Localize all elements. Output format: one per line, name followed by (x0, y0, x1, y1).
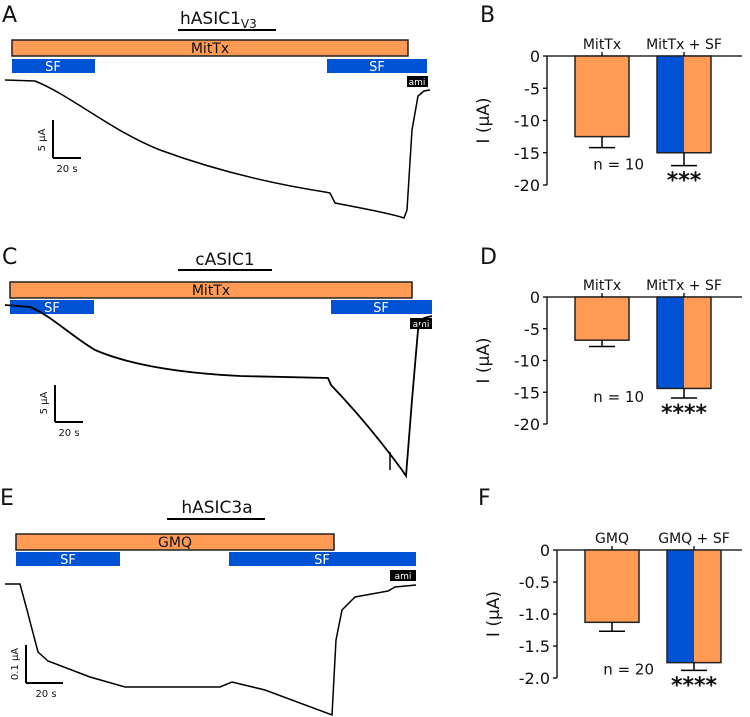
panel-letter: C (2, 245, 17, 270)
bar-sf-half (657, 297, 684, 389)
y-tick-label: -10 (514, 352, 540, 371)
y-tick-label: -10 (514, 112, 540, 131)
agonist-bar (15, 533, 335, 551)
y-tick-label: -15 (514, 144, 540, 163)
y-axis-label: I (µA) (474, 337, 494, 383)
ami-bar (390, 570, 416, 581)
panel-title: hASIC3a (181, 498, 252, 518)
current-trace (5, 583, 417, 717)
panel-title: cASIC1 (195, 250, 254, 270)
agonist-label: MitTx (192, 283, 230, 299)
sf-bar (327, 59, 427, 73)
panel-a: A hASIC1V3 MitTx SF SF ami 5 µA 20 s (2, 3, 431, 219)
panel-letter-d: D (480, 245, 497, 270)
agonist-label: GMQ (158, 535, 192, 551)
agonist-label: MitTx (191, 41, 229, 57)
y-tick-label: -2.0 (519, 669, 550, 688)
panel-letter: A (2, 3, 17, 28)
sf-bar (331, 300, 432, 314)
y-axis-label: I (µA) (484, 591, 504, 637)
scale-y-label: 5 µA (37, 128, 48, 151)
current-trace (4, 79, 431, 219)
y-tick-label: -0.5 (519, 573, 550, 592)
sf-label: SF (45, 60, 61, 75)
significance-label: *** (667, 169, 702, 194)
sf-bar (229, 552, 416, 566)
sf-bar (16, 552, 120, 566)
scale-x-label: 20 s (35, 689, 56, 700)
y-tick-label: 0 (540, 541, 550, 560)
n-label: n = 20 (603, 660, 654, 678)
panel-letter: E (0, 486, 14, 511)
sf-label: SF (44, 301, 60, 316)
category-label: MitTx (583, 37, 621, 53)
scale-y-label: 5 µA (39, 391, 50, 414)
n-label: n = 10 (593, 156, 644, 174)
ami-label: ami (395, 572, 412, 582)
significance-label: **** (671, 673, 718, 698)
panel-letter-b: B (480, 3, 495, 28)
panel-c: C cASIC1 MitTx SF SF ami 5 µA 20 s (2, 245, 433, 479)
panel-e: E hASIC3a GMQ SF SF ami 0.1 µA 20 s (0, 486, 417, 717)
sf-label: SF (373, 301, 389, 316)
bar (574, 296, 630, 341)
ami-label: ami (409, 78, 426, 88)
y-tick-label: -1.5 (519, 637, 550, 656)
y-tick-label: -20 (514, 176, 540, 195)
panel-title: hASIC1V3 (180, 9, 257, 31)
y-tick-label: -1.0 (519, 605, 550, 624)
bar (584, 549, 640, 624)
category-label: GMQ + SF (658, 531, 730, 547)
scale-y-label: 0.1 µA (10, 648, 21, 680)
y-tick-label: -15 (514, 383, 540, 402)
bar-sf-half (657, 56, 684, 153)
ami-bar (407, 76, 428, 87)
current-trace (4, 304, 433, 479)
agonist-bar (11, 39, 409, 57)
y-tick-label: -5 (524, 320, 540, 339)
y-tick-label: -5 (524, 79, 540, 98)
category-label: MitTx + SF (646, 278, 722, 294)
bar-agonist-half (694, 550, 721, 663)
scale-x-label: 20 s (58, 428, 79, 439)
bar (574, 55, 630, 138)
bar-agonist-half (684, 56, 711, 153)
panel-letter-f: F (478, 486, 491, 511)
sf-label: SF (369, 60, 385, 75)
bar-agonist-half (684, 297, 711, 389)
category-label: GMQ (595, 531, 629, 547)
category-label: MitTx (583, 278, 621, 294)
sf-label: SF (60, 553, 76, 568)
sf-label: SF (314, 553, 330, 568)
n-label: n = 10 (593, 388, 644, 406)
significance-label: **** (661, 401, 708, 426)
y-tick-label: -20 (514, 415, 540, 434)
category-label: MitTx + SF (646, 37, 722, 53)
y-axis-label: I (µA) (474, 97, 494, 143)
y-tick-label: 0 (530, 47, 540, 66)
scale-x-label: 20 s (56, 164, 77, 175)
agonist-bar (9, 281, 413, 299)
sf-bar (10, 300, 94, 314)
y-tick-label: 0 (530, 288, 540, 307)
bar-charts: 0 -5 -10 -15 -20 I (µA) MitTx MitTx + SF n = 10 *… (474, 37, 742, 698)
bar-sf-half (667, 550, 694, 663)
sf-bar (12, 59, 95, 73)
